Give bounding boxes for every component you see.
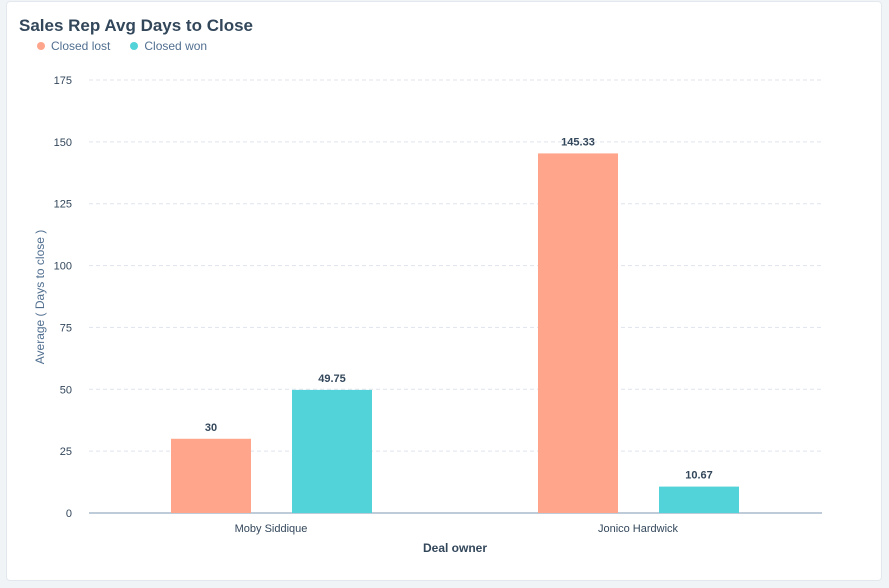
bar[interactable] [171, 438, 251, 513]
x-axis-title: Deal owner [423, 541, 487, 555]
bar[interactable] [659, 486, 739, 513]
y-tick-label: 150 [54, 137, 72, 149]
y-tick-label: 25 [60, 446, 72, 458]
chart-title: Sales Rep Avg Days to Close [19, 16, 253, 35]
y-tick-label: 0 [66, 508, 72, 520]
x-tick-label: Jonico Hardwick [598, 523, 679, 535]
legend-dot-icon [130, 42, 139, 50]
legend-label: Closed lost [51, 39, 111, 53]
y-tick-label: 100 [54, 261, 72, 273]
bar[interactable] [538, 153, 618, 514]
x-tick-label: Moby Siddique [235, 523, 308, 535]
legend-label: Closed won [144, 39, 208, 53]
y-axis-title: Average ( Days to close ) [33, 230, 47, 365]
y-tick-label: 75 [60, 322, 72, 334]
y-tick-label: 50 [60, 384, 72, 396]
data-label: 49.75 [318, 373, 346, 385]
legend-item-closed-won[interactable]: Closed won [130, 39, 207, 53]
data-label: 145.33 [561, 136, 595, 148]
data-label: 10.67 [685, 470, 713, 482]
bar[interactable] [292, 389, 372, 513]
y-tick-label: 175 [54, 75, 72, 87]
chart-card: Sales Rep Avg Days to Close Closed lost … [6, 1, 882, 581]
legend: Closed lost Closed won [37, 39, 207, 53]
legend-dot-icon [37, 42, 45, 50]
legend-item-closed-lost[interactable]: Closed lost [37, 39, 110, 53]
data-label: 30 [205, 422, 217, 434]
y-tick-label: 125 [54, 199, 72, 211]
